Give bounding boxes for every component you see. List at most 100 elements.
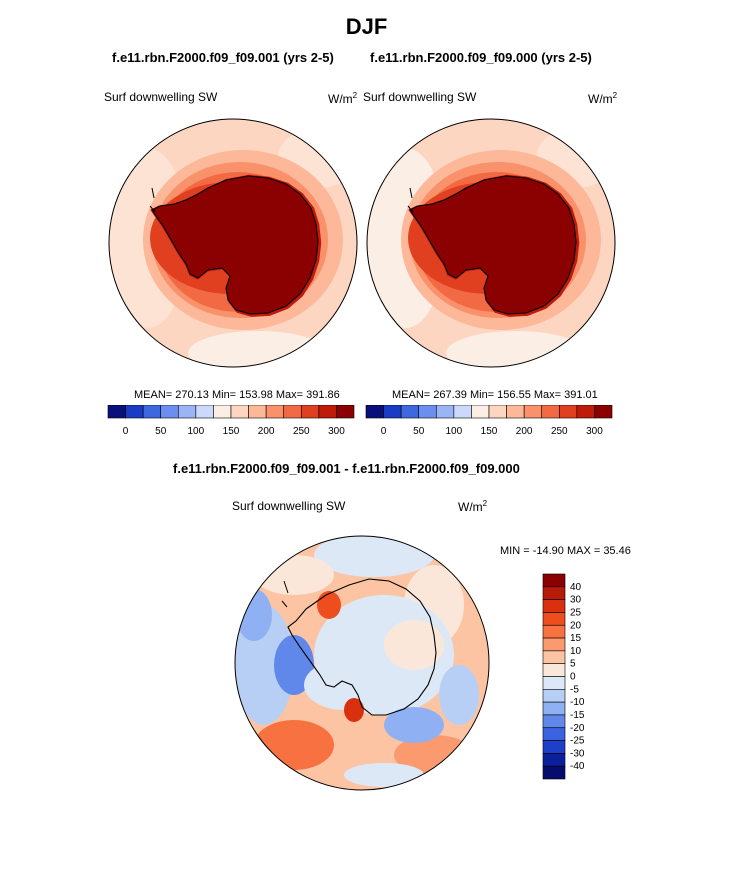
colorbar-tick: 100 [188, 426, 205, 437]
colorbar-tick: 0 [570, 672, 576, 683]
diff-patch [384, 620, 444, 670]
colorbar-swatch [506, 405, 525, 419]
colorbar-swatch [365, 405, 384, 419]
colorbar-swatch [125, 405, 144, 419]
diff-peninsula-tip [281, 580, 289, 608]
diff-patch [254, 720, 334, 770]
colorbar-swatch [558, 405, 578, 419]
diff-map-border [234, 535, 490, 791]
panel-right-variable: Surf downwelling SW [363, 90, 477, 104]
panel-left-title: f.e11.rbn.F2000.f09_f09.001 (yrs 2-5) [112, 50, 334, 65]
colorbar-swatch [248, 405, 267, 419]
colorbar-swatch [195, 405, 214, 419]
map-border [108, 118, 358, 368]
colorbar-swatch [542, 637, 566, 652]
colorbar-swatch [542, 765, 566, 780]
diff-patch [439, 665, 479, 725]
field-core [410, 176, 576, 314]
page-title: DJF [345, 14, 388, 39]
diff-patch [344, 698, 364, 722]
diff-patch [344, 763, 424, 787]
colorbar-swatch [213, 405, 232, 419]
colorbar-tick: 200 [258, 426, 275, 437]
colorbar-swatch [107, 405, 126, 419]
colorbar-swatch [435, 405, 455, 419]
colorbar-swatch [576, 405, 595, 419]
colorbar-swatch [471, 405, 490, 419]
field-core [152, 176, 318, 314]
diff-coastline [287, 578, 437, 716]
colorbar-swatch [400, 405, 420, 419]
colorbar-tick: 50 [155, 426, 167, 437]
diff-variable: Surf downwelling SW [232, 499, 346, 513]
colorbar-tick: 100 [446, 426, 463, 437]
colorbar-swatch [336, 405, 355, 419]
colorbar-swatch [383, 405, 402, 419]
colorbar-tick: -30 [570, 748, 585, 759]
diff-patch [314, 536, 434, 577]
peninsula-tip [407, 187, 414, 213]
colorbar-tick: 250 [551, 426, 568, 437]
colorbar-tick: 150 [481, 426, 498, 437]
colorbar-swatch [318, 405, 337, 419]
colorbar-tick: -15 [570, 710, 585, 721]
colorbar-tick: -5 [570, 684, 579, 695]
colorbar-tick: -20 [570, 723, 585, 734]
colorbar-swatch [542, 676, 566, 690]
colorbar-left: 050100150200250300350 [107, 405, 355, 437]
colorbar-tick: -40 [570, 761, 585, 772]
colorbar-swatch [594, 405, 613, 419]
colorbar-swatch [542, 701, 566, 716]
panel-right-title: f.e11.rbn.F2000.f09_f09.000 (yrs 2-5) [370, 50, 592, 65]
colorbar-swatch [542, 612, 566, 626]
colorbar-swatch [542, 740, 566, 754]
colorbar-swatch [265, 405, 285, 419]
panel-right-stats: MEAN= 267.39 Min= 156.55 Max= 391.01 [392, 389, 598, 401]
diff-units: W/m2 [458, 499, 488, 514]
colorbar-swatch [488, 405, 507, 419]
colorbar-tick: 300 [586, 426, 603, 437]
colorbar-swatch [542, 714, 566, 729]
colorbar-tick: 0 [123, 426, 129, 437]
map-left [108, 118, 358, 368]
coastline [409, 175, 577, 315]
colorbar-swatch [542, 753, 566, 767]
colorbar-swatch [542, 650, 566, 664]
colorbar-swatch [541, 405, 560, 419]
panel-left-stats: MEAN= 270.13 Min= 153.98 Max= 391.86 [134, 389, 340, 401]
diff-patch [304, 660, 384, 710]
colorbar-swatch [283, 405, 302, 419]
colorbar-swatch [453, 405, 472, 419]
map-diff [234, 535, 490, 791]
colorbar-tick: 15 [570, 633, 582, 644]
panel-left-variable: Surf downwelling SW [104, 90, 218, 104]
diff-title: f.e11.rbn.F2000.f09_f09.001 - f.e11.rbn.… [173, 461, 520, 476]
colorbar-right: 050100150200250300350 [365, 405, 613, 437]
colorbar-tick: 10 [570, 646, 582, 657]
colorbar-swatch [300, 405, 320, 419]
colorbar-swatch [177, 405, 197, 419]
colorbar-tick: 20 [570, 620, 582, 631]
colorbar-tick: 40 [570, 582, 582, 593]
colorbar-swatch [160, 405, 179, 419]
colorbar-swatch [230, 405, 249, 419]
coastline [151, 175, 319, 315]
colorbar-tick: -10 [570, 697, 585, 708]
colorbar-swatch [142, 405, 162, 419]
colorbar-tick: 200 [516, 426, 533, 437]
colorbar-tick: 25 [570, 607, 582, 618]
peninsula-tip [149, 187, 156, 213]
colorbar-swatch [523, 405, 543, 419]
colorbar-tick: -25 [570, 736, 585, 747]
colorbar-tick: 150 [223, 426, 240, 437]
map-right [366, 118, 616, 368]
colorbar-tick: 50 [413, 426, 425, 437]
diff-patch [384, 707, 444, 743]
colorbar-swatch [542, 586, 566, 600]
colorbar-tick: 30 [570, 595, 582, 606]
colorbar-swatch [542, 624, 566, 639]
colorbar-tick: 0 [381, 426, 387, 437]
diff-stats: MIN = -14.90 MAX = 35.46 [500, 545, 631, 557]
panel-right-units: W/m2 [588, 91, 618, 106]
